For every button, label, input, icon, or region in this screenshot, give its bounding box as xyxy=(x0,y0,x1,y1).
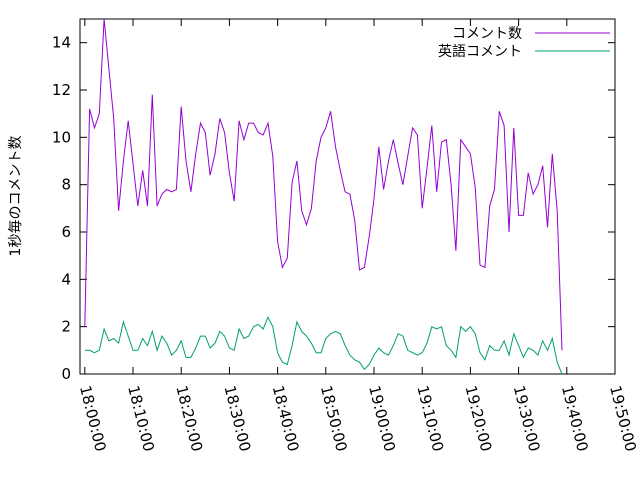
x-axis: 18:00:00 18:10:00 18:20:00 18:30:00 18:40:00… xyxy=(76,19,640,453)
plot-area-border xyxy=(79,18,616,375)
x-tick-label: 18:30:00 xyxy=(221,384,255,454)
legend-label: 英語コメント xyxy=(438,43,522,60)
y-tick-label: 6 xyxy=(61,223,71,241)
y-tick-label: 12 xyxy=(52,81,71,99)
y-tick-label: 0 xyxy=(61,365,71,383)
y-axis: 0 2 4 6 8 10 12 14 xyxy=(52,34,615,383)
y-tick-label: 10 xyxy=(52,128,71,146)
x-tick-label: 19:50:00 xyxy=(606,384,640,454)
x-tick-label: 18:40:00 xyxy=(269,384,303,454)
x-tick-label: 19:00:00 xyxy=(365,384,399,454)
series-layer xyxy=(84,18,563,375)
y-tick-label: 8 xyxy=(61,176,71,194)
x-tick-label: 19:40:00 xyxy=(558,384,592,454)
x-tick-label: 18:10:00 xyxy=(124,384,158,454)
x-tick-label: 18:50:00 xyxy=(317,384,351,454)
x-tick-label: 18:00:00 xyxy=(76,384,110,454)
x-tick-label: 18:20:00 xyxy=(172,384,206,454)
x-tick-label: 19:10:00 xyxy=(413,384,447,454)
series-line-comment-count xyxy=(84,18,563,351)
legend-label: コメント数 xyxy=(452,26,522,42)
y-axis-label: 1秒毎のコメント数 xyxy=(8,136,24,257)
y-tick-label: 14 xyxy=(52,34,71,52)
y-tick-label: 4 xyxy=(61,270,71,288)
x-tick-label: 19:20:00 xyxy=(462,384,496,454)
y-tick-label: 2 xyxy=(61,318,71,336)
x-tick-label: 19:30:00 xyxy=(510,384,544,454)
series-line-english-comment xyxy=(84,315,563,375)
